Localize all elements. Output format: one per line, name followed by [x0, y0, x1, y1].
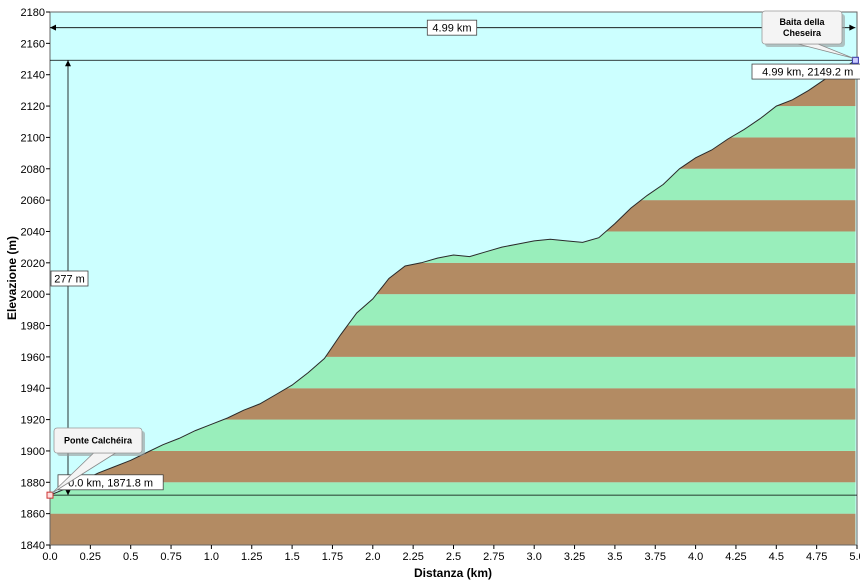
distance-arrowhead-left	[50, 24, 56, 31]
elevation-band	[50, 482, 856, 514]
y-tick-label: 1960	[21, 352, 45, 364]
y-tick-label: 1980	[21, 321, 45, 333]
y-axis-title: Elevazione (m)	[5, 236, 19, 320]
gain-label-box	[50, 270, 89, 287]
x-tick-label: 0.5	[123, 551, 138, 563]
y-tick-label: 2080	[21, 164, 45, 176]
distance-arrowhead-right	[849, 24, 856, 31]
y-tick-label: 2020	[21, 258, 45, 270]
start-marker	[46, 491, 54, 499]
x-tick-label: 1.75	[322, 551, 343, 563]
x-tick-label: 2.75	[483, 551, 504, 563]
distance-label: 4.99 km	[432, 23, 471, 35]
y-tick-label: 2160	[21, 38, 45, 50]
elevation-band	[50, 513, 856, 545]
elevation-band	[50, 450, 856, 483]
measure-overlay: 4.99 km 277 m 0.0 km, 1871.8 m 4.99 km, 214…	[46, 10, 860, 499]
x-tick-label: 3.25	[564, 551, 585, 563]
y-tick-label: 2120	[21, 101, 45, 113]
x-axis: 0.0 0.25 0.5 0.75 1.0 1.25 1.5 1.75 2.0 2.25 2.5 2.…	[42, 545, 860, 563]
x-axis-title: Distanza (km)	[414, 566, 492, 580]
x-tick-label: 3.0	[527, 551, 542, 563]
y-tick-label: 1880	[21, 477, 45, 489]
x-tick-label: 5.0	[849, 551, 860, 563]
x-tick-label: 4.0	[688, 551, 703, 563]
gain-label: 277 m	[54, 274, 85, 286]
x-tick-label: 4.5	[769, 551, 784, 563]
x-tick-label: 0.25	[80, 551, 101, 563]
start-point-callout-text: Ponte Calchéira	[64, 436, 133, 446]
y-tick-label: 2060	[21, 195, 45, 207]
end-point-callout-text: Cheseira	[783, 28, 822, 38]
end-coordinate-label-box	[751, 63, 860, 80]
gain-arrowhead-bottom	[65, 489, 71, 496]
x-tick-label: 1.5	[284, 551, 299, 563]
start-point-callout: Ponte Calchéira	[51, 427, 145, 494]
y-tick-label: 2140	[21, 70, 45, 82]
end-marker	[851, 56, 859, 64]
start-coordinate-label: 0.0 km, 1871.8 m	[68, 477, 153, 489]
end-point-callout-text: Baita della	[779, 17, 825, 27]
x-tick-label: 1.25	[241, 551, 262, 563]
y-axis: 1840 1860 1880 1900 1920 1940 1960 1980 2000 2020…	[21, 7, 50, 552]
y-tick-label: 1840	[21, 540, 45, 552]
y-tick-label: 1920	[21, 415, 45, 427]
distance-label-box	[426, 19, 478, 36]
x-tick-label: 3.75	[645, 551, 666, 563]
x-tick-label: 4.25	[725, 551, 746, 563]
x-tick-label: 2.5	[446, 551, 461, 563]
x-tick-label: 0.75	[160, 551, 181, 563]
start-point-callout-box	[53, 427, 143, 454]
x-tick-label: 3.5	[607, 551, 622, 563]
y-tick-label: 1940	[21, 383, 45, 395]
y-tick-label: 2180	[21, 7, 45, 19]
gain-arrowhead-top	[65, 60, 71, 67]
profile-line	[49, 59, 856, 496]
x-tick-label: 2.25	[402, 551, 423, 563]
x-tick-label: 4.75	[806, 551, 827, 563]
y-tick-label: 1900	[21, 446, 45, 458]
end-point-callout-box	[761, 10, 843, 45]
y-tick-label: 2100	[21, 132, 45, 144]
start-coordinate-label-box	[57, 474, 164, 491]
end-coordinate-label: 4.99 km, 2149.2 m	[762, 67, 853, 79]
x-tick-label: 2.0	[365, 551, 380, 563]
x-tick-label: 1.0	[204, 551, 219, 563]
x-tick-label: 0.0	[42, 551, 57, 563]
y-tick-label: 2040	[21, 226, 45, 238]
y-tick-label: 2000	[21, 289, 45, 301]
y-tick-label: 1860	[21, 509, 45, 521]
